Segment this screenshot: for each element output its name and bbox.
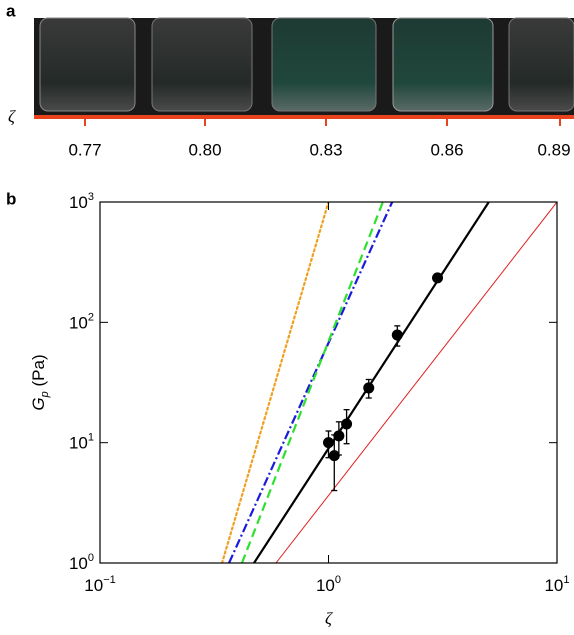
tick-exponent: 0 — [335, 574, 341, 586]
data-point — [391, 329, 403, 341]
fit-line — [275, 202, 557, 563]
data-point — [363, 382, 375, 394]
strip-tick-label: 0.89 — [537, 140, 570, 159]
tick-exponent: 0 — [88, 552, 94, 564]
tick-exponent: 1 — [563, 574, 569, 586]
data-point — [341, 418, 353, 430]
plot-frame — [99, 201, 558, 564]
x-axis-label: ζ — [325, 609, 333, 628]
tick-base: 10 — [84, 576, 103, 595]
tick-label: 100 — [69, 552, 94, 574]
y-label-symbol: G — [29, 397, 48, 410]
tick-base: 10 — [544, 576, 563, 595]
y-axis-label: Gp (Pa) — [29, 354, 50, 410]
vial — [271, 17, 377, 112]
tick-exponent: 1 — [88, 432, 94, 444]
tick-base: 10 — [316, 576, 335, 595]
strip-tick-label: 0.86 — [430, 140, 463, 159]
vial — [392, 17, 494, 112]
tick-label: 10−1 — [84, 574, 115, 596]
strip-tick-label: 0.77 — [68, 140, 101, 159]
strip-axis-label: ζ — [8, 107, 16, 126]
tick-label: 103 — [69, 191, 94, 213]
tick-base: 10 — [69, 434, 88, 453]
vial — [151, 17, 253, 112]
strip-tick-label: 0.83 — [309, 140, 342, 159]
tick-exponent: 3 — [88, 191, 94, 203]
fit-line — [253, 202, 490, 563]
tick-exponent: −1 — [103, 574, 116, 586]
plot-area — [220, 202, 557, 563]
tick-label: 101 — [69, 432, 94, 454]
y-label-sub: p — [39, 391, 51, 398]
data-point — [323, 437, 334, 449]
strip-tick-label: 0.80 — [188, 140, 221, 159]
fit-line — [240, 202, 384, 563]
data-point — [328, 450, 340, 462]
fit-line — [228, 202, 394, 563]
tick-base: 10 — [69, 193, 88, 212]
vial — [39, 17, 136, 112]
panel-label: a — [6, 1, 16, 20]
tick-label: 101 — [544, 574, 569, 596]
fit-line — [220, 202, 330, 563]
tick-label: 102 — [69, 311, 94, 333]
vial — [508, 17, 574, 112]
data-point — [333, 430, 345, 442]
y-label-unit: (Pa) — [29, 354, 48, 391]
tick-exponent: 2 — [88, 311, 94, 323]
tick-base: 10 — [69, 554, 88, 573]
panel-label: b — [6, 189, 16, 208]
tick-label: 100 — [316, 574, 341, 596]
data-point — [432, 272, 444, 284]
tick-base: 10 — [69, 314, 88, 333]
